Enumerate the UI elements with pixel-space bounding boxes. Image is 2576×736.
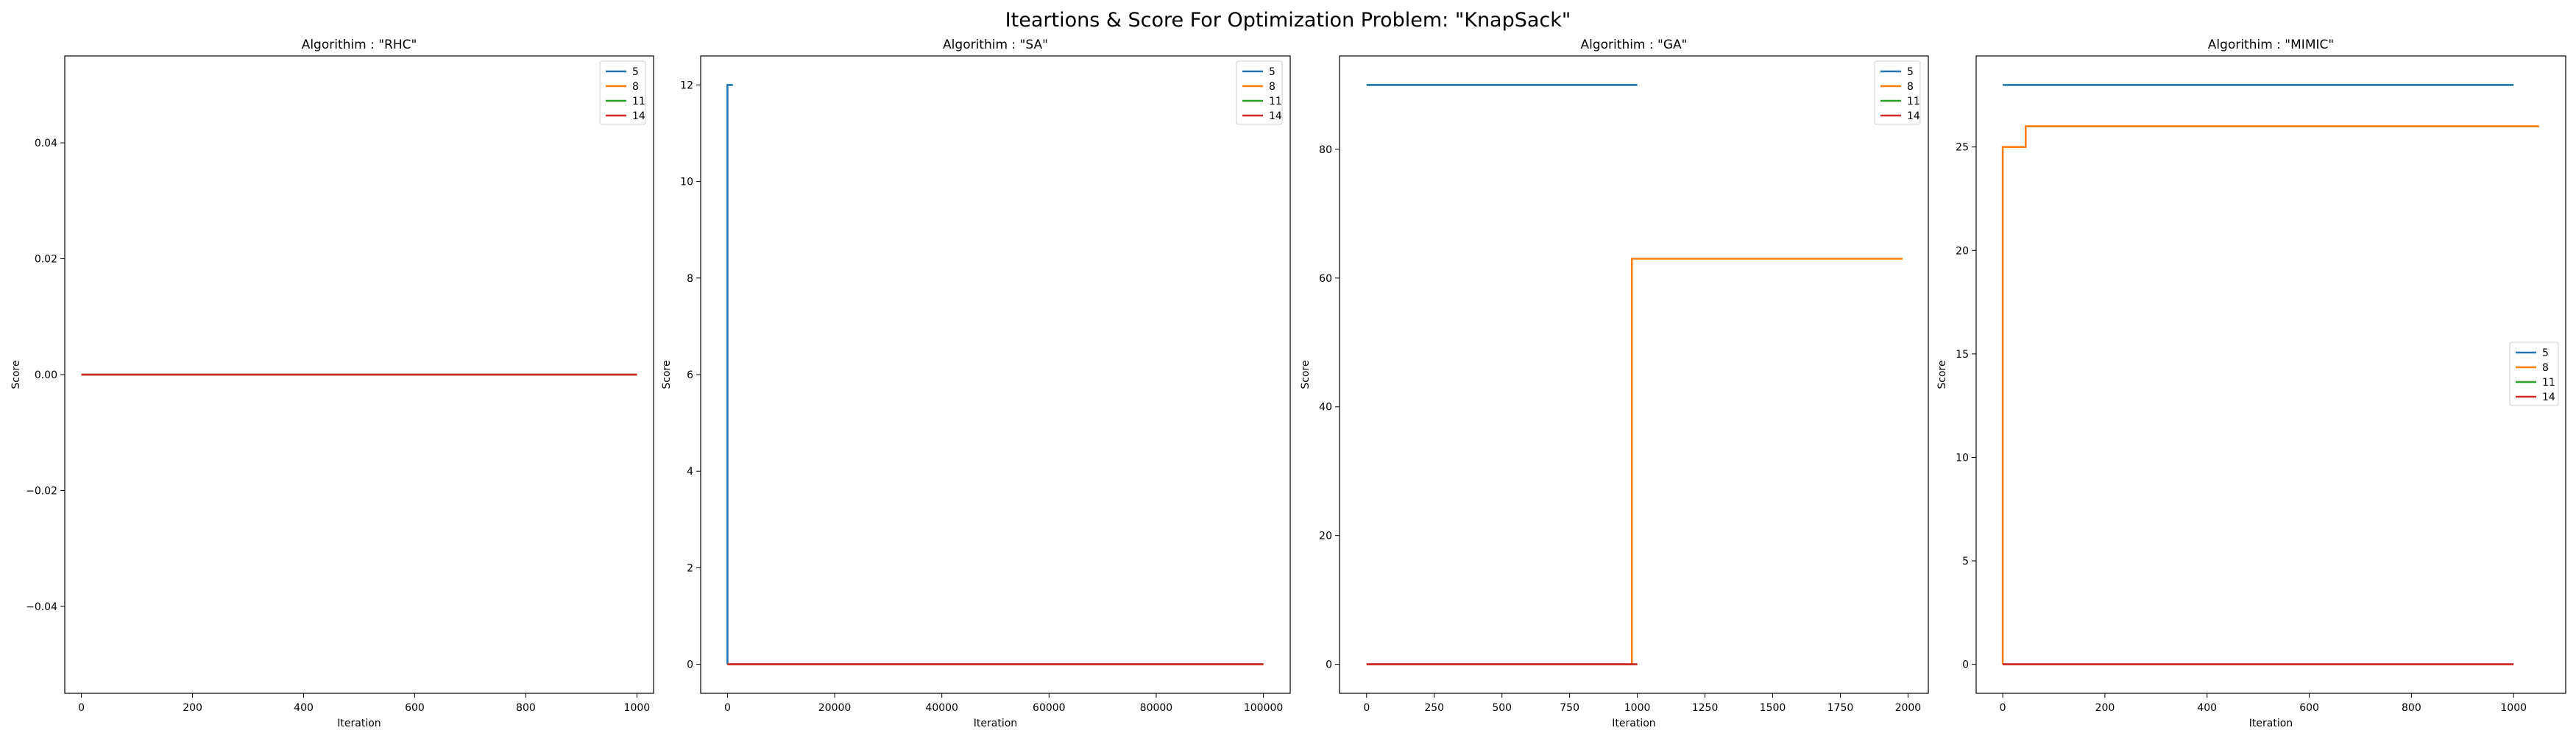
x-tick-label: 400 (294, 702, 314, 714)
subplot-title: Algorithim : "RHC" (302, 38, 417, 52)
series-line-8 (1366, 258, 1903, 665)
y-tick-label: 25 (1956, 142, 1969, 154)
y-axis-label: Score (1936, 360, 1948, 389)
figure-title: Iteartions & Score For Optimization Prob… (1005, 9, 1571, 32)
y-tick-label: 60 (1319, 273, 1332, 285)
y-tick-label: 40 (1319, 402, 1332, 414)
legend-label: 14 (2542, 392, 2555, 403)
y-tick-label: 8 (687, 273, 693, 285)
legend-label: 14 (1269, 110, 1282, 122)
x-tick-label: 600 (2299, 702, 2319, 714)
x-tick-label: 800 (2402, 702, 2421, 714)
y-tick-label: 20 (1956, 245, 1969, 257)
legend-label: 11 (1269, 96, 1282, 107)
legend: 5 8 11 14 (2509, 342, 2559, 406)
y-tick-label: 5 (1962, 556, 1969, 567)
legend-label: 5 (632, 66, 639, 78)
legend-label: 5 (2542, 347, 2549, 359)
x-tick-label: 0 (1363, 702, 1370, 714)
y-tick-label: 10 (1956, 452, 1969, 464)
legend-label: 11 (632, 96, 645, 107)
x-tick-label: 250 (1424, 702, 1444, 714)
y-axis-label: Score (10, 360, 22, 389)
legend-label: 8 (2542, 362, 2549, 374)
y-tick-label: 0.00 (35, 369, 57, 381)
x-tick-label: 0 (78, 702, 85, 714)
x-tick-label: 0 (724, 702, 731, 714)
x-tick-label: 60000 (1033, 702, 1066, 714)
legend-frame (599, 60, 646, 125)
y-tick-label: 15 (1956, 349, 1969, 361)
subplot-2: Algorithim : "SA" 0 20000 40000 60000 80000 10… (661, 38, 1291, 729)
legend-label: 11 (2542, 377, 2555, 389)
legend-label: 5 (1907, 66, 1914, 78)
axes-frame (700, 55, 1291, 694)
x-tick-label: 40000 (925, 702, 958, 714)
x-tick-label: 750 (1560, 702, 1579, 714)
legend: 5 8 11 14 (1874, 60, 1921, 125)
axes-frame (1339, 55, 1929, 694)
x-tick-label: 1000 (1624, 702, 1651, 714)
legend-label: 8 (1907, 81, 1914, 93)
x-axis-label: Iteration (2249, 718, 2293, 729)
x-axis-label: Iteration (1612, 718, 1655, 729)
x-tick-label: 2000 (1895, 702, 1922, 714)
y-axis-label: Score (661, 360, 673, 389)
legend-frame (2509, 342, 2559, 406)
y-tick-label: −0.02 (26, 485, 57, 497)
x-tick-label: 0 (2000, 702, 2006, 714)
subplot-3: Algorithim : "GA" 0 250 500 750 1000 1250 1500 1… (1300, 38, 1929, 729)
y-tick-label: 20 (1319, 531, 1332, 542)
subplot-title: Algorithim : "SA" (943, 38, 1048, 52)
x-axis-label: Iteration (974, 718, 1017, 729)
legend-label: 11 (1907, 96, 1920, 107)
legend-label: 8 (632, 81, 639, 93)
legend-label: 8 (1269, 81, 1275, 93)
subplot-4: Algorithim : "MIMIC" 0 200 400 600 800 1000 0 5 1… (1936, 38, 2566, 729)
x-tick-label: 1000 (624, 702, 651, 714)
subplot-1: Algorithim : "RHC" 0 200 400 600 800 1000 −0.04… (10, 38, 654, 729)
x-tick-label: 1250 (1692, 702, 1719, 714)
y-tick-label: 0.02 (35, 254, 57, 266)
x-axis-label: Iteration (337, 718, 381, 729)
y-tick-label: 0 (1326, 659, 1332, 671)
subplot-title: Algorithim : "GA" (1581, 38, 1688, 52)
y-tick-label: −0.04 (26, 601, 57, 613)
y-tick-label: 0 (687, 659, 693, 671)
x-tick-label: 600 (405, 702, 425, 714)
legend: 5 8 11 14 (599, 60, 646, 125)
series-line-8 (2001, 125, 2539, 665)
legend: 5 8 11 14 (1236, 60, 1283, 125)
axes-frame (1975, 55, 2566, 694)
y-tick-label: 2 (687, 562, 693, 574)
y-tick-label: 80 (1319, 144, 1332, 156)
y-tick-label: 12 (680, 79, 693, 91)
x-tick-label: 800 (516, 702, 536, 714)
y-axis-label: Score (1300, 360, 1312, 389)
legend-frame (1236, 60, 1283, 125)
y-tick-label: 10 (680, 177, 693, 188)
x-tick-label: 200 (2095, 702, 2115, 714)
y-tick-label: 0 (1962, 659, 1969, 671)
x-tick-label: 1500 (1760, 702, 1786, 714)
y-tick-label: 4 (687, 466, 693, 478)
legend-label: 14 (632, 110, 645, 122)
x-tick-label: 20000 (818, 702, 852, 714)
x-tick-label: 200 (183, 702, 202, 714)
y-tick-label: 6 (687, 369, 693, 381)
series-line-5 (726, 84, 733, 665)
x-tick-label: 100000 (1244, 702, 1283, 714)
y-tick-label: 0.04 (35, 138, 57, 149)
x-tick-label: 1000 (2500, 702, 2527, 714)
x-tick-label: 1750 (1827, 702, 1854, 714)
legend-frame (1874, 60, 1921, 125)
subplot-title: Algorithim : "MIMIC" (2208, 38, 2334, 52)
x-tick-label: 400 (2197, 702, 2217, 714)
legend-label: 5 (1269, 66, 1275, 78)
x-tick-label: 80000 (1140, 702, 1173, 714)
x-tick-label: 500 (1492, 702, 1512, 714)
legend-label: 14 (1907, 110, 1920, 122)
